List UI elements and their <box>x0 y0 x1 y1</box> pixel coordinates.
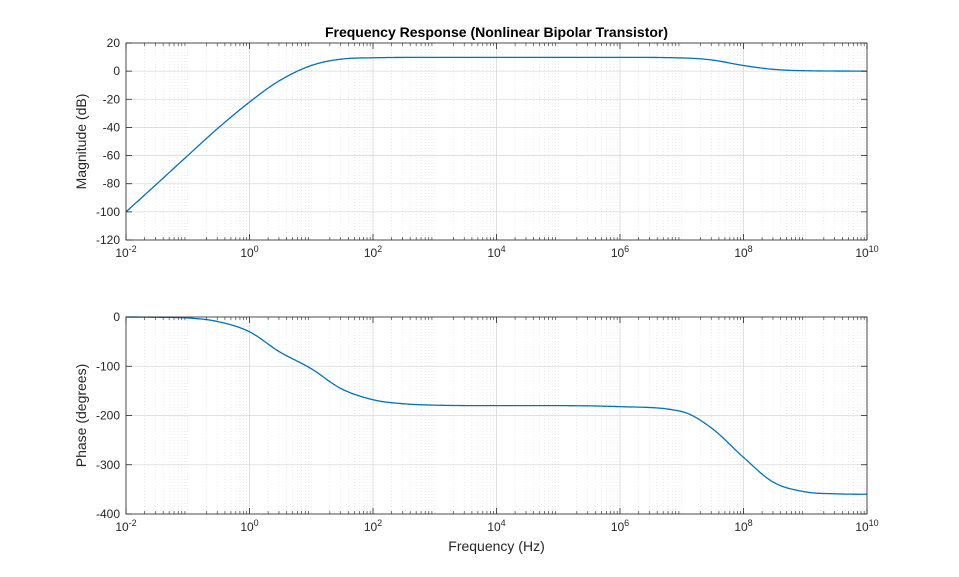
magnitude-x-tick-label: 1010 <box>855 244 878 260</box>
phase-x-tick-label: 106 <box>611 518 629 534</box>
phase-y-tick-label: -400 <box>96 507 120 521</box>
phase-y-tick-label: -200 <box>96 409 120 423</box>
magnitude-x-tick-label: 102 <box>364 244 382 260</box>
magnitude-x-tick-label: 106 <box>611 244 629 260</box>
magnitude-y-tick-label: -100 <box>96 205 120 219</box>
phase-x-tick-label: 100 <box>240 518 258 534</box>
magnitude-y-tick-labels: 20 0 -20 -40 -60 -80 -100 -120 <box>96 36 120 247</box>
magnitude-y-tick-label: -20 <box>103 92 121 106</box>
magnitude-x-tick-label: 108 <box>734 244 752 260</box>
magnitude-y-tick-label: -60 <box>103 149 121 163</box>
phase-x-tick-labels: 10-2 100 102 104 106 108 1010 <box>115 518 878 534</box>
magnitude-y-axis-label: Magnitude (dB) <box>73 94 89 190</box>
phase-axes: 10-2 100 102 104 106 108 1010 0 -100 -200 -300 -40… <box>73 310 879 554</box>
phase-y-tick-labels: 0 -100 -200 -300 -400 <box>96 310 120 521</box>
magnitude-y-tick-label: -120 <box>96 233 120 247</box>
phase-y-tick-label: -100 <box>96 359 120 373</box>
magnitude-y-tick-label: -40 <box>103 120 121 134</box>
phase-y-axis-label: Phase (degrees) <box>73 364 89 468</box>
phase-y-tick-label: 0 <box>113 310 120 324</box>
phase-line <box>125 316 868 495</box>
magnitude-x-tick-label: 100 <box>240 244 258 260</box>
phase-x-tick-label: 104 <box>487 518 505 534</box>
magnitude-y-tick-label: 20 <box>107 36 121 50</box>
magnitude-y-tick-label: -80 <box>103 177 121 191</box>
phase-x-tick-label: 1010 <box>855 518 878 534</box>
phase-y-tick-label: -300 <box>96 458 120 472</box>
phase-x-axis-label: Frequency (Hz) <box>448 538 544 554</box>
phase-x-tick-label: 10-2 <box>115 518 136 534</box>
magnitude-x-tick-labels: 10-2 100 102 104 106 108 1010 <box>115 244 878 260</box>
magnitude-line <box>125 56 868 213</box>
magnitude-y-tick-label: 0 <box>113 64 120 78</box>
phase-x-tick-label: 102 <box>364 518 382 534</box>
magnitude-x-tick-label: 104 <box>487 244 505 260</box>
magnitude-tick-marks <box>125 42 868 241</box>
phase-x-tick-label: 108 <box>734 518 752 534</box>
magnitude-title: Frequency Response (Nonlinear Bipolar Tr… <box>325 24 668 40</box>
phase-tick-marks <box>125 316 868 515</box>
magnitude-axes: 10-2 100 102 104 106 108 1010 20 0 -20 -40 -60 -80 -… <box>73 24 879 260</box>
magnitude-x-tick-label: 10-2 <box>115 244 136 260</box>
